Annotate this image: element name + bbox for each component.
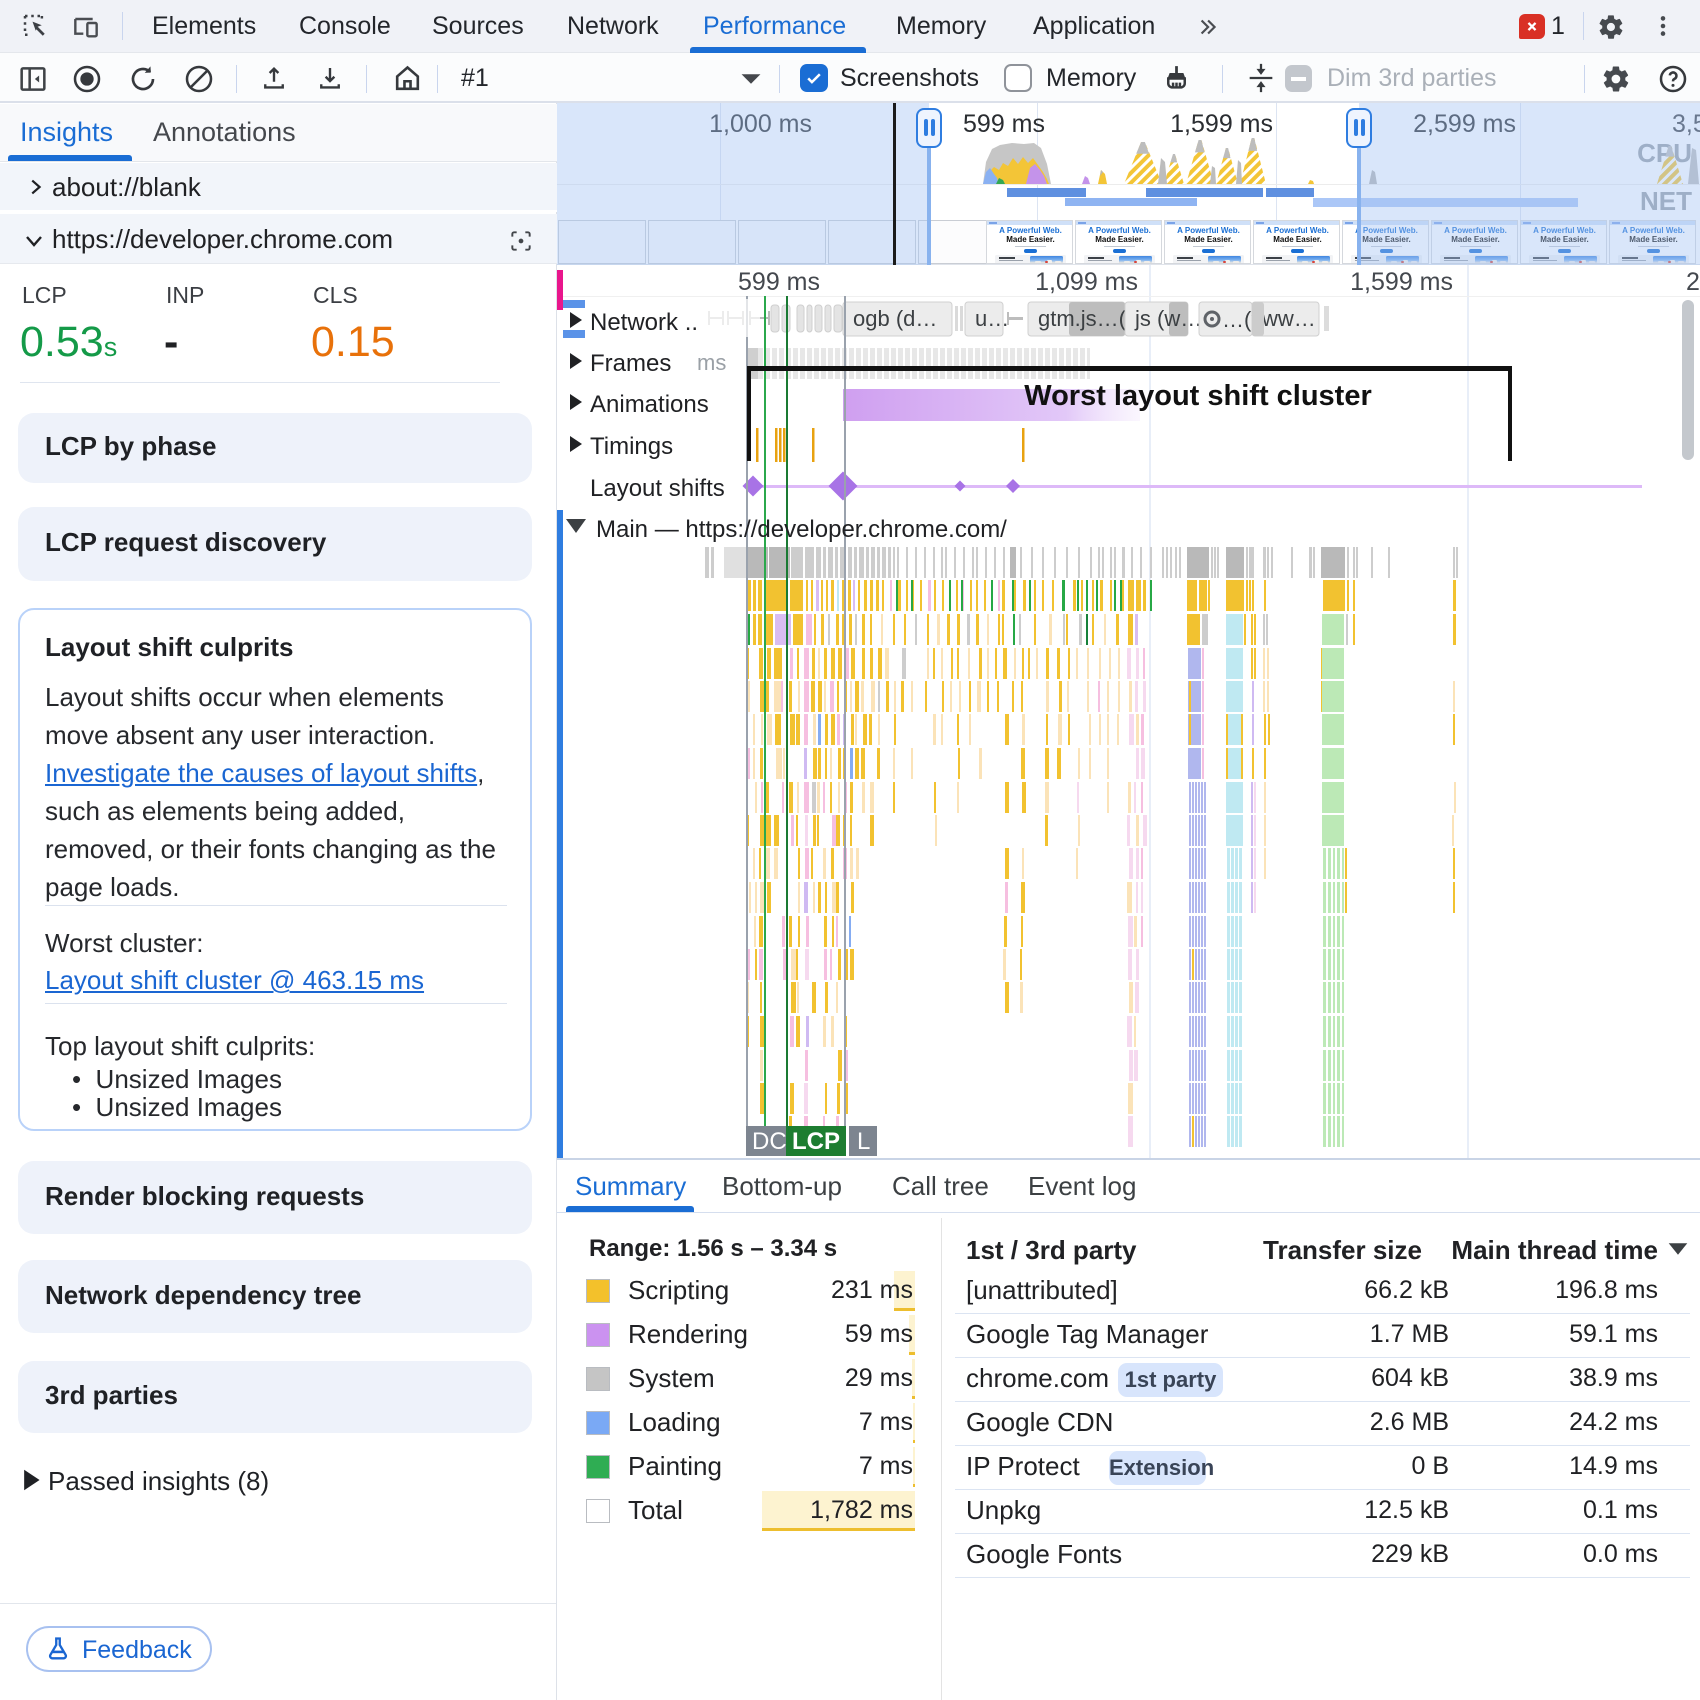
svg-text:ogb (d…: ogb (d…: [853, 306, 937, 331]
svg-text:599 ms: 599 ms: [738, 268, 820, 296]
svg-text:u…: u…: [975, 306, 1009, 331]
svg-text:Timings: Timings: [590, 433, 673, 460]
svg-text:Main — https://developer.chrom: Main — https://developer.chrome.com/: [596, 516, 1007, 543]
svg-text:DC: DC: [752, 1128, 787, 1155]
svg-text:Animations: Animations: [590, 391, 709, 418]
svg-text:L: L: [857, 1128, 870, 1155]
svg-text:ww…: ww…: [1261, 306, 1316, 331]
svg-text:js (w…: js (w…: [1134, 306, 1202, 331]
svg-text:2,0: 2,0: [1686, 268, 1700, 296]
svg-text:Network ..: Network ..: [590, 309, 698, 336]
svg-text:Worst layout shift cluster: Worst layout shift cluster: [1024, 380, 1372, 412]
svg-text:Layout shifts: Layout shifts: [590, 475, 725, 502]
svg-text:1,099 ms: 1,099 ms: [1035, 268, 1138, 296]
svg-text:Frames: Frames: [590, 350, 671, 377]
svg-text:1,599 ms: 1,599 ms: [1350, 268, 1453, 296]
svg-text:ms: ms: [697, 350, 726, 375]
svg-text:LCP: LCP: [792, 1128, 840, 1155]
